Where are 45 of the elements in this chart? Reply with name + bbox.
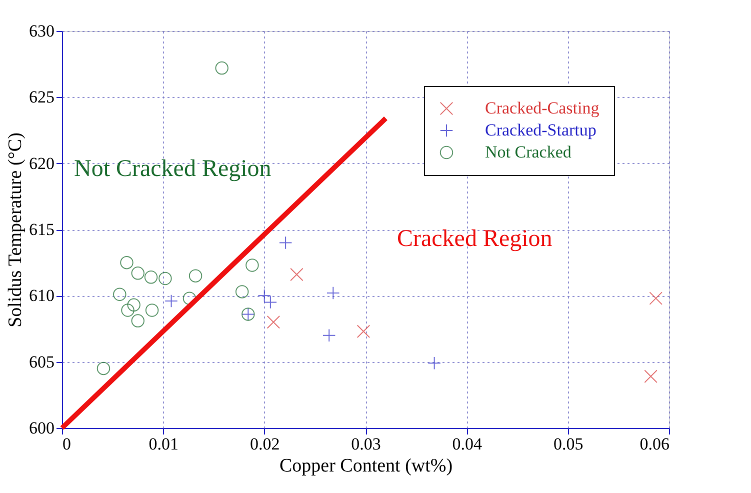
x-tick-label: 0.01 xyxy=(148,434,179,454)
x-tick-label: 0.06 xyxy=(640,434,670,454)
x-tick-label: 0.02 xyxy=(250,434,280,454)
point xyxy=(356,324,370,338)
point xyxy=(326,286,340,300)
y-tick-label: 625 xyxy=(29,88,54,107)
point xyxy=(113,288,126,301)
point xyxy=(266,316,280,329)
legend-label: Cracked-Casting xyxy=(485,98,600,118)
point xyxy=(145,304,159,317)
point xyxy=(158,272,172,286)
point xyxy=(290,268,304,282)
point xyxy=(649,292,662,305)
point xyxy=(644,370,658,384)
point xyxy=(278,236,292,250)
point xyxy=(131,314,144,328)
x-axis-title: Copper Content (wt%) xyxy=(279,456,453,476)
x-tick-label: 0 xyxy=(62,434,71,454)
y-tick-label: 600 xyxy=(29,418,54,438)
point xyxy=(235,285,249,298)
point xyxy=(127,298,140,312)
y-tick-label: 605 xyxy=(29,352,54,372)
point xyxy=(121,304,134,317)
y-tick-label: 615 xyxy=(29,220,54,239)
y-tick-label: 630 xyxy=(29,22,54,40)
point xyxy=(215,61,228,75)
legend-label: Cracked-Startup xyxy=(485,120,596,140)
point xyxy=(322,328,336,342)
point xyxy=(188,269,202,282)
point xyxy=(120,256,134,270)
x-tick-label: 0.05 xyxy=(553,434,584,454)
point xyxy=(428,356,441,370)
point xyxy=(96,362,110,376)
annotation: Not Cracked Region xyxy=(74,156,272,182)
x-tick-label: 0.04 xyxy=(452,434,483,454)
point xyxy=(246,258,259,272)
point xyxy=(131,266,144,280)
legend-label: Not Cracked xyxy=(485,142,572,162)
y-tick-label: 620 xyxy=(29,154,54,173)
y-tick-label: 610 xyxy=(29,286,54,306)
y-axis-title: Solidus Temperature (°C) xyxy=(5,132,26,328)
point xyxy=(144,270,158,284)
point xyxy=(164,294,178,308)
annotation: Cracked Region xyxy=(397,226,552,252)
x-tick-label: 0.03 xyxy=(351,434,381,454)
